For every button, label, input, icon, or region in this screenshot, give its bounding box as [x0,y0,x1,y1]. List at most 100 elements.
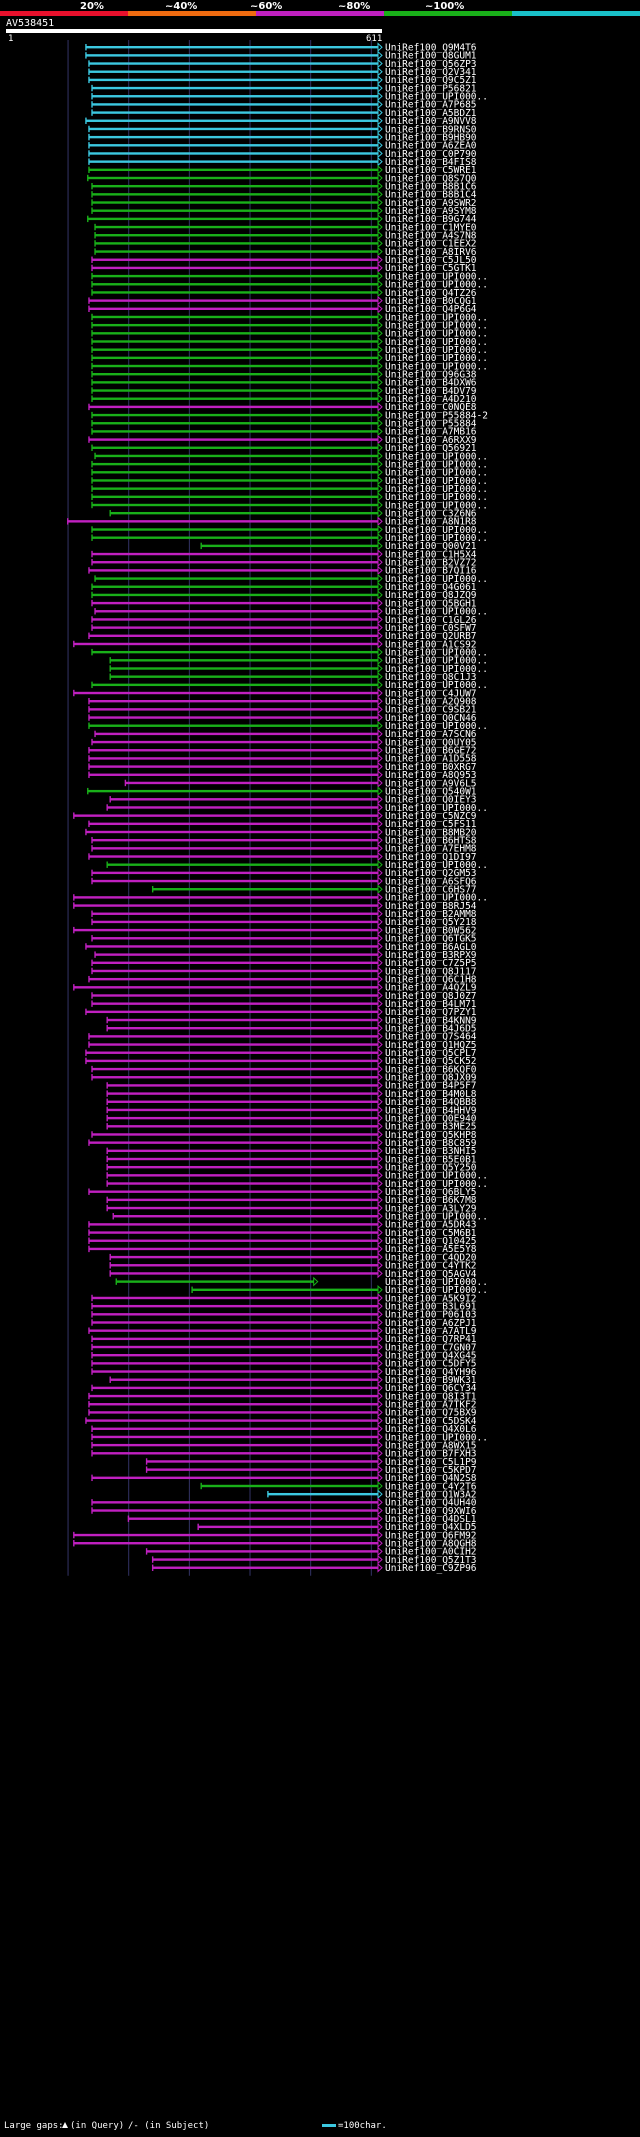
hit-label[interactable]: UniRef100_B4HHV9 [385,1105,477,1116]
hit-label[interactable]: UniRef100_UPI000.. [385,329,488,340]
hit-label[interactable]: UniRef100_Q4TZ26 [385,288,477,299]
hit-label[interactable]: UniRef100_C7GN07 [385,1342,477,1353]
hit-label[interactable]: UniRef100_B4P5F7 [385,1081,477,1092]
hit-label[interactable]: UniRef100_C4JUW7 [385,688,477,699]
hit-label[interactable]: UniRef100_B0W562 [385,925,477,936]
hit-label[interactable]: UniRef100_Q8J117 [385,966,477,977]
hit-label[interactable]: UniRef100_Q1HQZ5 [385,1040,477,1051]
hit-label[interactable]: UniRef100_A8Q953 [385,770,477,781]
hit-label[interactable]: UniRef100_B6GE72 [385,746,477,757]
hit-label[interactable]: UniRef100_UPI000.. [385,656,488,667]
hit-label[interactable]: UniRef100_Q0CN46 [385,713,477,724]
hit-label[interactable]: UniRef100_Q00V21 [385,541,477,552]
hit-label[interactable]: UniRef100_A7P685 [385,100,477,111]
hit-label[interactable]: UniRef100_C1MYE0 [385,222,477,233]
hit-label[interactable]: UniRef100_B7QI16 [385,566,477,577]
hit-label[interactable]: UniRef100_Q4YH96 [385,1367,477,1378]
hit-label[interactable]: UniRef100_B0XRG7 [385,762,477,773]
hit-label[interactable]: UniRef100_Q7RP41 [385,1334,477,1345]
hit-label[interactable]: UniRef100_B0CQG1 [385,296,477,307]
hit-label[interactable]: UniRef100_C5NZC9 [385,811,477,822]
hit-label[interactable]: UniRef100_B9RNS0 [385,124,477,135]
hit-label[interactable]: UniRef100_Q6FM92 [385,1530,477,1541]
hit-label[interactable]: UniRef100_Q56ZP3 [385,59,477,70]
hit-label[interactable]: UniRef100_A5K9I2 [385,1293,477,1304]
hit-label[interactable]: UniRef100_Q6CY34 [385,1383,477,1394]
hit-label[interactable]: UniRef100_A6ZEA0 [385,141,477,152]
hit-label[interactable]: UniRef100_B8B1C4 [385,190,477,201]
hit-label[interactable]: UniRef100_UPI000.. [385,492,488,503]
hit-label[interactable]: UniRef100_B6AGL0 [385,942,477,953]
hit-label[interactable]: UniRef100_Q5BGH1 [385,598,477,609]
hit-label[interactable]: UniRef100_Q7S464 [385,1032,477,1043]
hit-label[interactable]: UniRef100_Q5KHP8 [385,1130,477,1141]
hit-label[interactable]: UniRef100_A7SCN6 [385,729,477,740]
hit-label[interactable]: UniRef100_Q5AGV4 [385,1269,477,1280]
hit-label[interactable]: UniRef100_B9G744 [385,214,477,225]
hit-label[interactable]: UniRef100_C1GL26 [385,615,477,626]
hit-label[interactable]: UniRef100_C5KPD7 [385,1465,477,1476]
hit-label[interactable]: UniRef100_UPI000.. [385,500,488,511]
hit-label[interactable]: UniRef100_A1D558 [385,754,477,765]
hit-label[interactable]: UniRef100_UPI000.. [385,280,488,291]
hit-label[interactable]: UniRef100_Q10425 [385,1236,477,1247]
hit-label[interactable]: UniRef100_B2AMM8 [385,909,477,920]
hit-label[interactable]: UniRef100_Q540W1 [385,786,477,797]
hit-label[interactable]: UniRef100_B4QBB8 [385,1097,477,1108]
hit-label[interactable]: UniRef100_C5FS11 [385,819,477,830]
hit-label[interactable]: UniRef100_Q5Y250 [385,1162,477,1173]
hit-label[interactable]: UniRef100_UPI000.. [385,92,488,103]
hit-label[interactable]: UniRef100_B8B1C6 [385,181,477,192]
hit-label[interactable]: UniRef100_UPI000.. [385,647,488,658]
hit-label[interactable]: UniRef100_Q5CK52 [385,1056,477,1067]
hit-label[interactable]: UniRef100_UPI000.. [385,353,488,364]
hit-label[interactable]: UniRef100_Q8C1J3 [385,672,477,683]
hit-label[interactable]: UniRef100_B5E0B1 [385,1154,477,1165]
hit-label[interactable]: UniRef100_C0P790 [385,149,477,160]
hit-label[interactable]: UniRef100_B2VZ72 [385,558,477,569]
hit-label[interactable]: UniRef100_B8C859 [385,1138,477,1149]
hit-label[interactable]: UniRef100_Q5Y218 [385,917,477,928]
hit-label[interactable]: UniRef100_UPI000.. [385,459,488,470]
hit-label[interactable]: UniRef100_UPI000.. [385,468,488,479]
hit-label[interactable]: UniRef100_Q9XWI6 [385,1506,477,1517]
hit-label[interactable]: UniRef100_A6SFQ6 [385,876,477,887]
hit-label[interactable]: UniRef100_A7TKF2 [385,1400,477,1411]
hit-label[interactable]: UniRef100_C5L1P9 [385,1457,477,1468]
hit-label[interactable]: UniRef100_C9SB21 [385,705,477,716]
hit-label[interactable]: UniRef100_Q8JX09 [385,1073,477,1084]
hit-label[interactable]: UniRef100_P55884-2 [385,410,488,421]
hit-label[interactable]: UniRef100_B4DXW6 [385,378,477,389]
hit-label[interactable]: UniRef100_UPI000.. [385,607,488,618]
hit-label[interactable]: UniRef100_B6KQF0 [385,1064,477,1075]
hit-label[interactable]: UniRef100_UPI000.. [385,525,488,536]
hit-label[interactable]: UniRef100_A8IRV6 [385,247,477,258]
hit-label[interactable]: UniRef100_C5JL50 [385,255,477,266]
hit-label[interactable]: UniRef100_B6K7M8 [385,1195,477,1206]
hit-label[interactable]: UniRef100_A6RXX9 [385,435,477,446]
hit-label[interactable]: UniRef100_B6HTS8 [385,835,477,846]
hit-label[interactable]: UniRef100_A4D210 [385,394,477,405]
hit-label[interactable]: UniRef100_UPI000.. [385,337,488,348]
hit-label[interactable]: UniRef100_C4YTK2 [385,1261,477,1272]
hit-label[interactable]: UniRef100_UPI000.. [385,664,488,675]
hit-label[interactable]: UniRef100_UPI000.. [385,893,488,904]
hit-label[interactable]: UniRef100_Q4XLD5 [385,1522,477,1533]
hit-label[interactable]: UniRef100_Q0IEY3 [385,795,477,806]
hit-label[interactable]: UniRef100_B4LM71 [385,999,477,1010]
hit-label[interactable]: UniRef100_B3NHI5 [385,1146,477,1157]
hit-label[interactable]: UniRef100_C4QD20 [385,1252,477,1263]
hit-label[interactable]: UniRef100_A5E5Y8 [385,1244,477,1255]
hit-label[interactable]: UniRef100_B9HB90 [385,132,477,143]
hit-label[interactable]: UniRef100_B4DV79 [385,386,477,397]
hit-label[interactable]: UniRef100_Q4DSL1 [385,1514,477,1525]
hit-label[interactable]: UniRef100_C5GTK1 [385,263,477,274]
hit-label[interactable]: UniRef100_P06103 [385,1310,477,1321]
hit-label[interactable]: UniRef100_Q8JZQ9 [385,590,477,601]
hit-label[interactable]: UniRef100_UPI000.. [385,574,488,585]
hit-label[interactable]: UniRef100_Q2URB7 [385,631,477,642]
hit-label[interactable]: UniRef100_UPI000.. [385,451,488,462]
hit-label[interactable]: UniRef100_B3RPX9 [385,950,477,961]
hit-label[interactable]: UniRef100_A5DR43 [385,1220,477,1231]
hit-label[interactable]: UniRef100_UPI000.. [385,1179,488,1190]
